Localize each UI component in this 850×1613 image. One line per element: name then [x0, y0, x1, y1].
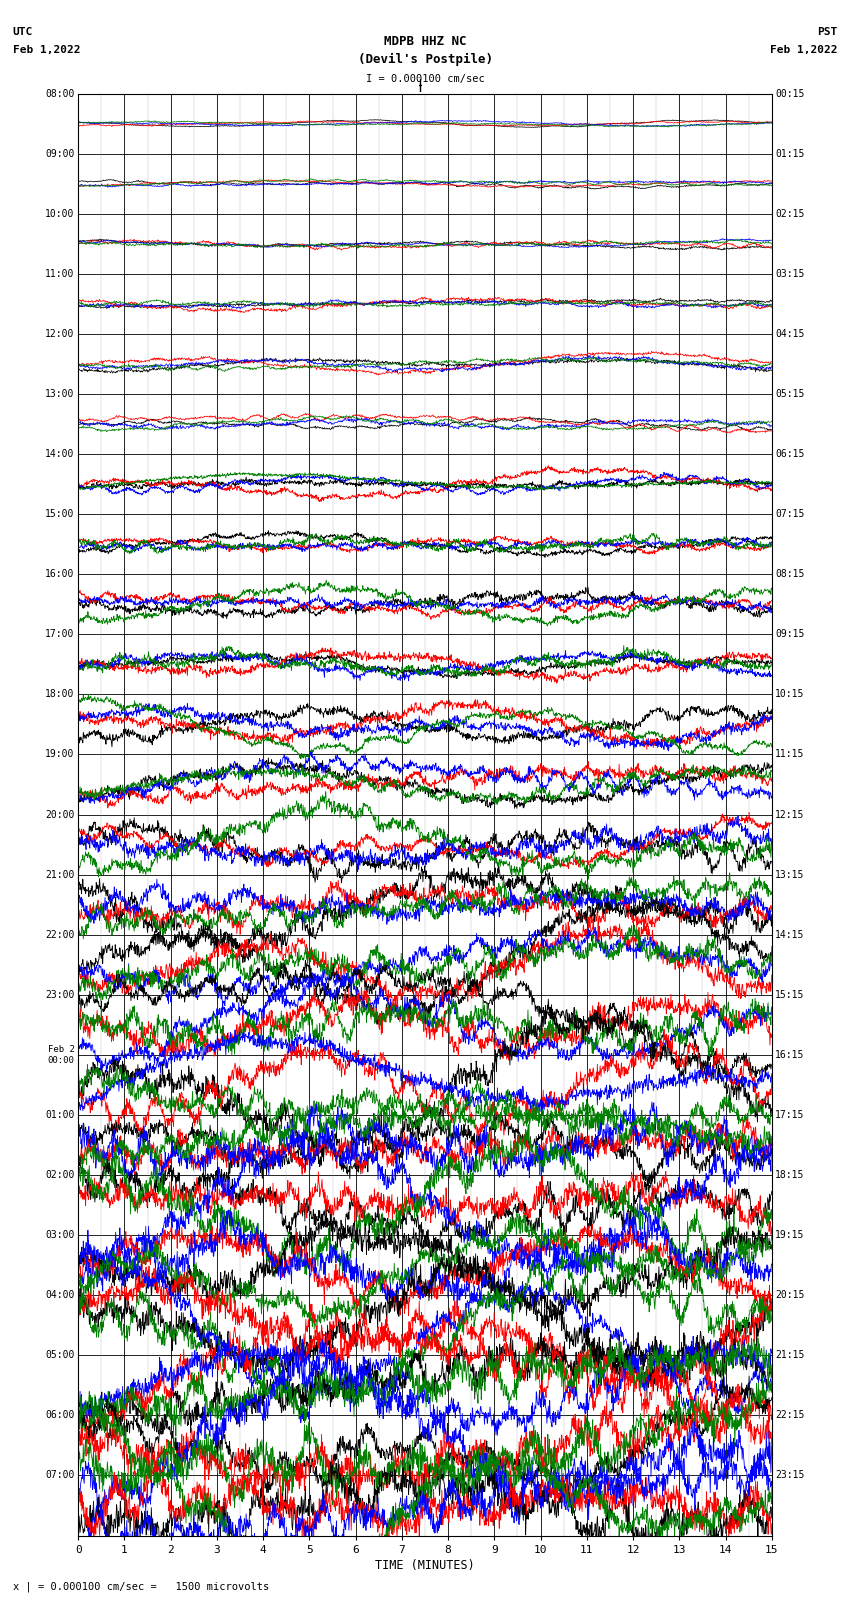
Text: 13:15: 13:15	[775, 869, 805, 879]
Text: 07:15: 07:15	[775, 510, 805, 519]
Text: 02:15: 02:15	[775, 208, 805, 219]
Text: 20:15: 20:15	[775, 1290, 805, 1300]
Text: 10:15: 10:15	[775, 689, 805, 700]
Text: 12:00: 12:00	[45, 329, 75, 339]
X-axis label: TIME (MINUTES): TIME (MINUTES)	[375, 1558, 475, 1571]
Text: I = 0.000100 cm/sec: I = 0.000100 cm/sec	[366, 74, 484, 84]
Text: Feb 1,2022: Feb 1,2022	[770, 45, 837, 55]
Text: 20:00: 20:00	[45, 810, 75, 819]
Text: 09:00: 09:00	[45, 148, 75, 158]
Text: 12:15: 12:15	[775, 810, 805, 819]
Text: 01:15: 01:15	[775, 148, 805, 158]
Text: 18:00: 18:00	[45, 689, 75, 700]
Text: 08:00: 08:00	[45, 89, 75, 98]
Text: 21:00: 21:00	[45, 869, 75, 879]
Text: UTC: UTC	[13, 27, 33, 37]
Text: 11:15: 11:15	[775, 750, 805, 760]
Text: 08:15: 08:15	[775, 569, 805, 579]
Text: 09:15: 09:15	[775, 629, 805, 639]
Text: Feb 2
00:00: Feb 2 00:00	[48, 1045, 75, 1065]
Text: 21:15: 21:15	[775, 1350, 805, 1360]
Text: 13:00: 13:00	[45, 389, 75, 398]
Text: 11:00: 11:00	[45, 269, 75, 279]
Text: 15:15: 15:15	[775, 990, 805, 1000]
Text: 16:15: 16:15	[775, 1050, 805, 1060]
Text: 05:15: 05:15	[775, 389, 805, 398]
Text: 10:00: 10:00	[45, 208, 75, 219]
Text: Feb 1,2022: Feb 1,2022	[13, 45, 80, 55]
Text: 15:00: 15:00	[45, 510, 75, 519]
Text: 18:15: 18:15	[775, 1169, 805, 1181]
Text: 02:00: 02:00	[45, 1169, 75, 1181]
Text: 19:00: 19:00	[45, 750, 75, 760]
Text: 06:00: 06:00	[45, 1410, 75, 1421]
Text: 22:00: 22:00	[45, 929, 75, 940]
Text: 01:00: 01:00	[45, 1110, 75, 1119]
Text: 19:15: 19:15	[775, 1231, 805, 1240]
Text: 17:00: 17:00	[45, 629, 75, 639]
Text: (Devil's Postpile): (Devil's Postpile)	[358, 53, 492, 66]
Text: 17:15: 17:15	[775, 1110, 805, 1119]
Text: 23:00: 23:00	[45, 990, 75, 1000]
Text: 04:00: 04:00	[45, 1290, 75, 1300]
Text: 03:15: 03:15	[775, 269, 805, 279]
Text: 00:15: 00:15	[775, 89, 805, 98]
Text: 14:00: 14:00	[45, 448, 75, 460]
Text: 06:15: 06:15	[775, 448, 805, 460]
Text: 03:00: 03:00	[45, 1231, 75, 1240]
Text: 07:00: 07:00	[45, 1471, 75, 1481]
Text: 04:15: 04:15	[775, 329, 805, 339]
Text: 14:15: 14:15	[775, 929, 805, 940]
Text: PST: PST	[817, 27, 837, 37]
Text: 23:15: 23:15	[775, 1471, 805, 1481]
Text: 05:00: 05:00	[45, 1350, 75, 1360]
Text: 16:00: 16:00	[45, 569, 75, 579]
Text: 22:15: 22:15	[775, 1410, 805, 1421]
Text: MDPB HHZ NC: MDPB HHZ NC	[383, 35, 467, 48]
Text: x | = 0.000100 cm/sec =   1500 microvolts: x | = 0.000100 cm/sec = 1500 microvolts	[13, 1581, 269, 1592]
